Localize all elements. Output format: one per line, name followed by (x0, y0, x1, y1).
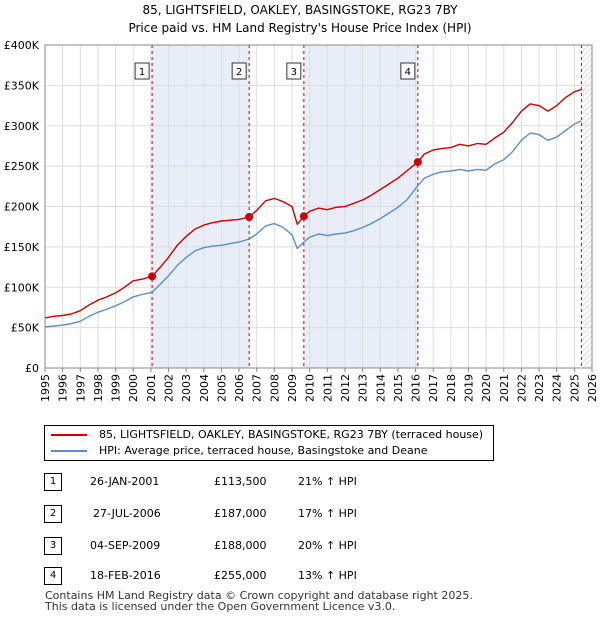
y-tick-label: £150K (4, 241, 40, 254)
legend-label-hpi: HPI: Average price, terraced house, Basi… (99, 444, 428, 457)
sale-number: 2 (44, 505, 62, 523)
y-tick-label: £300K (4, 120, 40, 133)
y-tick-label: £200K (4, 201, 40, 214)
sale-hpi-diff: 17% ↑ HPI (298, 507, 357, 520)
sale-hpi-diff: 20% ↑ HPI (298, 539, 357, 552)
y-tick-label: £350K (4, 79, 40, 92)
x-tick-label: 2017 (427, 374, 440, 402)
plot-frame (44, 44, 593, 369)
y-tick-label: £400K (4, 39, 40, 52)
x-tick-label: 2001 (145, 374, 158, 402)
x-tick-label: 2019 (462, 374, 475, 402)
y-tick-label: £250K (4, 160, 40, 173)
x-tick-label: 1995 (39, 374, 52, 402)
sale-point-2 (245, 212, 254, 221)
x-tick-label: 2005 (215, 374, 228, 402)
x-tick-label: 1999 (110, 374, 123, 402)
footer-licence: This data is licensed under the Open Gov… (45, 600, 396, 613)
x-tick-label: 2021 (498, 374, 511, 402)
x-tick-label: 2014 (374, 374, 387, 402)
sale-date: 18-FEB-2016 (90, 569, 161, 582)
x-tick-label: 2024 (551, 374, 564, 402)
sale-marker-label-4: 4 (405, 67, 411, 78)
x-tick-label: 2003 (180, 374, 193, 402)
sale-marker-box-2 (231, 62, 247, 80)
y-tick-label: £0 (25, 362, 39, 375)
x-tick-label: 2016 (410, 374, 423, 402)
legend-label-property: 85, LIGHTSFIELD, OAKLEY, BASINGSTOKE, RG… (99, 428, 484, 441)
footer-copyright: Contains HM Land Registry data © Crown c… (45, 589, 473, 602)
sale-marker-label-3: 3 (291, 67, 297, 78)
sale-price: £113,500 (214, 475, 267, 488)
sale-date: 27-JUL-2006 (93, 507, 161, 520)
x-tick-label: 2000 (127, 374, 140, 402)
x-tick-label: 2004 (198, 374, 211, 402)
sale-number: 4 (44, 567, 62, 585)
x-tick-label: 2026 (586, 374, 599, 402)
sale-point-1 (148, 272, 157, 281)
y-tick-label: £50K (11, 322, 40, 335)
sale-price: £188,000 (214, 539, 267, 552)
x-tick-label: 2013 (357, 374, 370, 402)
sale-hpi-diff: 21% ↑ HPI (298, 475, 357, 488)
x-tick-label: 2018 (445, 374, 458, 402)
axes: £0 £50K £100K £150K £200K £250K £300K £350K £400… (4, 39, 599, 402)
sale-number: 3 (44, 537, 62, 555)
sale-date: 04-SEP-2009 (90, 539, 161, 552)
legend: 85, LIGHTSFIELD, OAKLEY, BASINGSTOKE, RG… (44, 425, 494, 461)
sale-marker-box-3 (286, 62, 302, 80)
x-tick-label: 2007 (251, 374, 264, 402)
sale-marker-label-2: 2 (236, 67, 242, 78)
sale-number: 1 (44, 473, 62, 491)
sale-marker-label-1: 1 (139, 67, 145, 78)
sale-price: £255,000 (214, 569, 267, 582)
price-chart: 85, LIGHTSFIELD, OAKLEY, BASINGSTOKE, RG… (4, 3, 599, 402)
x-tick-label: 2015 (392, 374, 405, 402)
sale-price: £187,000 (214, 507, 267, 520)
sale-date: 26-JAN-2001 (90, 475, 160, 488)
x-tick-label: 1997 (74, 374, 87, 402)
chart-subtitle: Price paid vs. HM Land Registry's House … (128, 21, 471, 35)
x-tick-label: 2010 (304, 374, 317, 402)
x-tick-label: 1996 (57, 374, 70, 402)
chart-title: 85, LIGHTSFIELD, OAKLEY, BASINGSTOKE, RG… (142, 3, 458, 17)
footer: Contains HM Land Registry data © Crown c… (45, 590, 473, 612)
sale-markers: 1 2 3 4 (134, 45, 582, 368)
legend-item-property: 85, LIGHTSFIELD, OAKLEY, BASINGSTOKE, RG… (51, 427, 483, 443)
legend-swatch-property (51, 434, 87, 436)
x-tick-label: 2006 (233, 374, 246, 402)
x-tick-label: 2025 (568, 374, 581, 402)
hpi-line (44, 120, 582, 328)
series-lines (44, 88, 582, 328)
sale-point-4 (413, 158, 422, 167)
property-price-line (44, 88, 582, 319)
x-tick-label: 2023 (533, 374, 546, 402)
sale-marker-box-4 (400, 62, 416, 80)
x-tick-label: 2012 (339, 374, 352, 402)
y-tick-label: £100K (4, 281, 40, 294)
x-tick-label: 2022 (515, 374, 528, 402)
x-tick-label: 2020 (480, 374, 493, 402)
legend-item-hpi: HPI: Average price, terraced house, Basi… (51, 443, 427, 459)
x-tick-label: 2011 (321, 374, 334, 402)
x-tick-label: 2008 (268, 374, 281, 402)
sale-points (148, 158, 422, 281)
legend-swatch-hpi (51, 450, 87, 452)
sale-point-3 (299, 212, 308, 221)
x-tick-label: 2002 (163, 374, 176, 402)
sale-hpi-diff: 13% ↑ HPI (298, 569, 357, 582)
sale-marker-box-1 (134, 62, 150, 80)
x-tick-label: 2009 (286, 374, 299, 402)
x-tick-label: 1998 (92, 374, 105, 402)
